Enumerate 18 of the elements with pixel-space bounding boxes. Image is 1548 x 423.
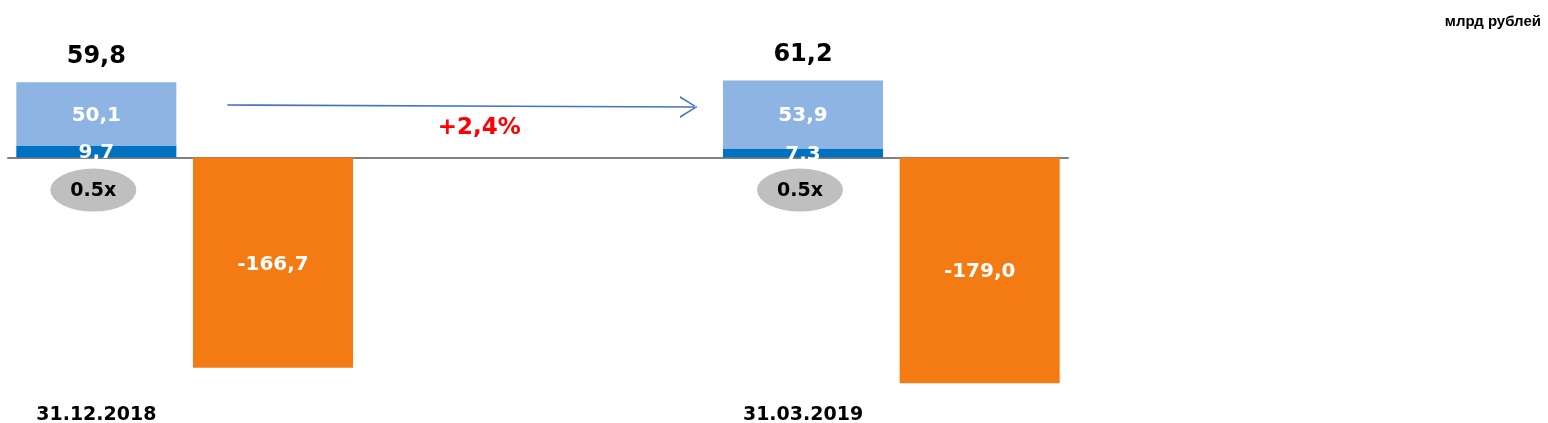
data-label: -166,7 [237,250,309,275]
bar [16,82,177,146]
bar [899,157,1060,384]
bar [16,145,177,158]
data-label: 53,9 [778,102,828,127]
text: млрд рублей [1444,12,1541,30]
bar [192,157,354,368]
total-label: 61,2 [773,39,833,68]
total-label: 59,8 [66,41,126,70]
data-label: 9,7 [78,139,115,164]
data-label: 50,1 [71,101,122,126]
x-tick-label: 31.03.2019 [742,402,864,423]
annotation: +2,4% [437,112,521,140]
x-tick-label: 31.12.2018 [36,402,157,423]
bar [722,148,884,158]
data-label: -179,0 [943,258,1016,283]
annotation: 0.5x [777,178,823,201]
annotation: 0.5x [70,178,117,201]
